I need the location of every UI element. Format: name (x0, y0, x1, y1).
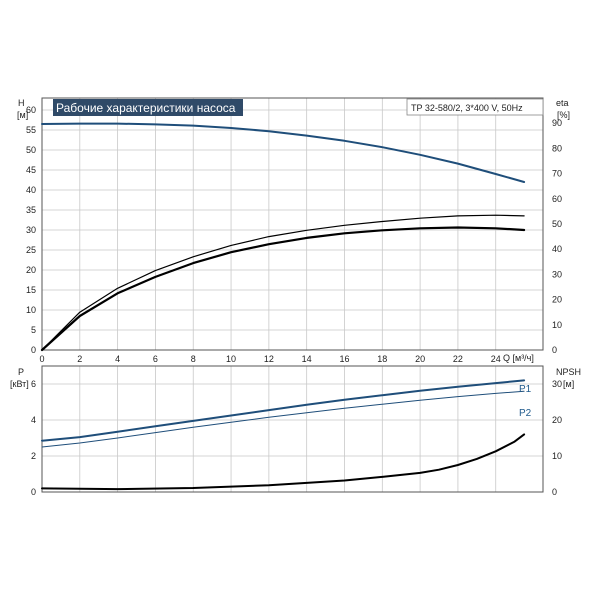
right-tick-label: 0 (552, 345, 557, 355)
q-axis-label: Q [м³/ч] (503, 353, 534, 363)
p1-series-label: P1 (519, 384, 532, 395)
left-tick-label: 5 (31, 325, 36, 335)
npsh-axis-label: NPSH (556, 367, 581, 377)
bottom-series-1 (41, 390, 525, 448)
right-tick-label: 10 (552, 320, 562, 330)
left-tick-label: 6 (31, 379, 36, 389)
top-series-0 (41, 122, 526, 183)
right-tick-label: 70 (552, 169, 562, 179)
x-tick-label: 20 (415, 354, 425, 364)
left-tick-label: 20 (26, 265, 36, 275)
eta-axis-label: eta (556, 98, 569, 108)
title-box (53, 99, 243, 116)
left-tick-label: 25 (26, 245, 36, 255)
x-tick-label: 14 (302, 354, 312, 364)
eta-axis-unit: [%] (557, 110, 570, 120)
top-tick-labels: 0 2 4 6 8 10 12 14 16 18 20 22 240510152025303540455… (26, 105, 562, 364)
left-tick-label: 4 (31, 415, 36, 425)
bottom-series (41, 379, 526, 491)
right-tick-label: 20 (552, 295, 562, 305)
left-tick-label: 40 (26, 185, 36, 195)
x-tick-label: 2 (77, 354, 82, 364)
left-tick-label: 0 (31, 487, 36, 497)
p-axis-unit: [кВт] (10, 379, 29, 389)
chart-title: Рабочие характеристики насоса (56, 101, 236, 115)
left-tick-label: 45 (26, 165, 36, 175)
left-tick-label: 60 (26, 105, 36, 115)
model-box (406, 98, 544, 116)
left-tick-label: 35 (26, 205, 36, 215)
right-tick-label: 90 (552, 118, 562, 128)
npsh-axis-unit: [м] (563, 379, 574, 389)
right-tick-label: 60 (552, 194, 562, 204)
top-series-1 (41, 214, 525, 351)
left-tick-label: 0 (31, 345, 36, 355)
left-tick-label: 55 (26, 125, 36, 135)
bottom-series-2 (41, 433, 526, 491)
model-label: TP 32-580/2, 3*400 V, 50Hz (411, 103, 523, 113)
top-series (40, 122, 526, 352)
right-tick-label: 30 (552, 379, 562, 389)
x-tick-label: 10 (226, 354, 236, 364)
bottom-plot-frame (41, 365, 544, 493)
right-tick-label: 50 (552, 219, 562, 229)
left-tick-label: 10 (26, 305, 36, 315)
x-tick-label: 0 (39, 354, 44, 364)
x-tick-label: 4 (115, 354, 120, 364)
bottom-series-0 (41, 379, 526, 442)
p-axis-label: P (18, 367, 24, 377)
x-tick-label: 22 (453, 354, 463, 364)
h-axis-unit: [м] (17, 110, 28, 120)
top-series-2 (40, 226, 526, 352)
p2-series-label: P2 (519, 408, 532, 419)
top-plot-frame (41, 97, 544, 351)
right-tick-label: 0 (552, 487, 557, 497)
right-tick-label: 20 (552, 415, 562, 425)
left-tick-label: 15 (26, 285, 36, 295)
x-tick-label: 16 (339, 354, 349, 364)
right-tick-label: 10 (552, 451, 562, 461)
right-tick-label: 30 (552, 269, 562, 279)
right-tick-label: 80 (552, 143, 562, 153)
x-tick-label: 12 (264, 354, 274, 364)
left-tick-label: 50 (26, 145, 36, 155)
left-tick-label: 2 (31, 451, 36, 461)
x-tick-label: 8 (191, 354, 196, 364)
h-axis-label: H (18, 98, 25, 108)
right-tick-label: 40 (552, 244, 562, 254)
x-tick-label: 18 (377, 354, 387, 364)
x-tick-label: 24 (491, 354, 501, 364)
x-tick-label: 6 (153, 354, 158, 364)
left-tick-label: 30 (26, 225, 36, 235)
bottom-tick-labels: 0 2 4 6 0 10 20 30 (31, 379, 562, 497)
